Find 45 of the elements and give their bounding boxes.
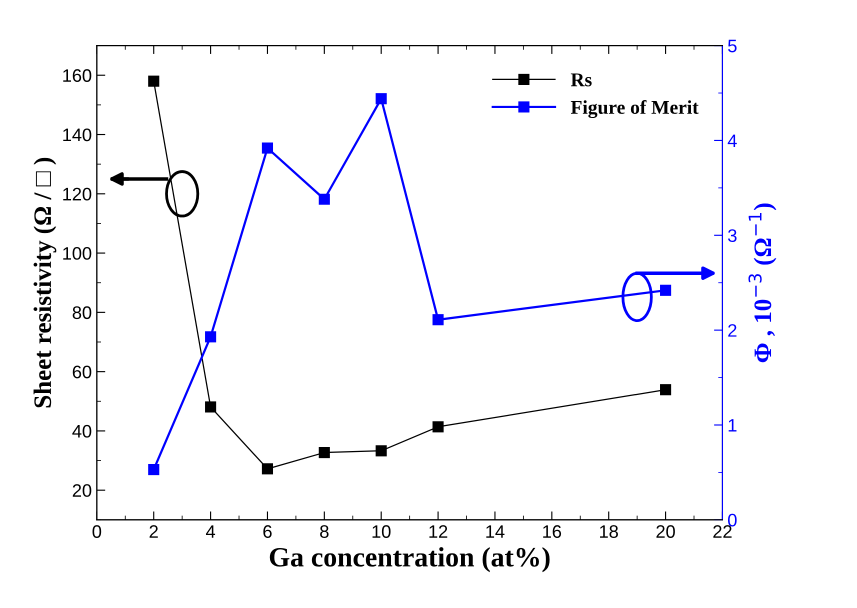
x-tick-label: 6 [263,525,272,538]
point [660,284,672,296]
point [432,421,444,432]
y-tick-label: 160 [63,69,92,82]
y2-axis-title: Φ , 10$^{−3}$ (Ω$^{−1}$) [748,203,776,362]
x-tick-label: 20 [656,525,675,538]
y-tick-label: 80 [72,306,92,320]
y2-tick-label: 2 [728,324,736,337]
y2-tick-label: 4 [728,134,737,147]
y2-tick-label: 0 [728,514,737,527]
point [660,384,672,396]
x-tick-label: 8 [320,525,329,538]
x-tick-label: 0 [92,525,102,538]
point [148,76,160,87]
y2-tick-label: 3 [728,229,737,242]
point [262,142,274,154]
y-tick-label: 140 [63,128,92,142]
x-tick-label: 14 [486,525,504,538]
x-tick-label: 12 [429,525,448,538]
x-tick-label: 18 [600,525,618,538]
point [376,93,387,104]
point [318,194,330,205]
x-tick-label: 2 [150,525,158,538]
x-axis-title: Ga concentration (at%) [270,547,550,572]
y-tick-label: 40 [72,424,92,438]
y-tick-label: 60 [72,366,92,378]
point [205,401,216,412]
x-tick-label: 10 [372,525,391,538]
point [318,447,330,458]
x-tick-label: 22 [713,525,732,538]
y2-tick-label: 1 [728,419,736,432]
y2-tick-label: 5 [728,40,737,52]
point [432,314,444,326]
y-tick-label: 20 [72,484,92,497]
x-tick-label: 16 [543,525,562,538]
point [205,331,216,342]
point [376,445,387,456]
legend-label: Rs [570,73,592,86]
point [262,463,274,474]
y-tick-label: 100 [63,247,92,260]
x-tick-label: 4 [206,525,216,538]
legend-label: Figure of Merit [570,100,699,118]
y-axis-title: Sheet resistivity (Ω / □ ) [34,158,56,408]
point [148,464,160,476]
y-tick-label: 120 [63,188,92,201]
